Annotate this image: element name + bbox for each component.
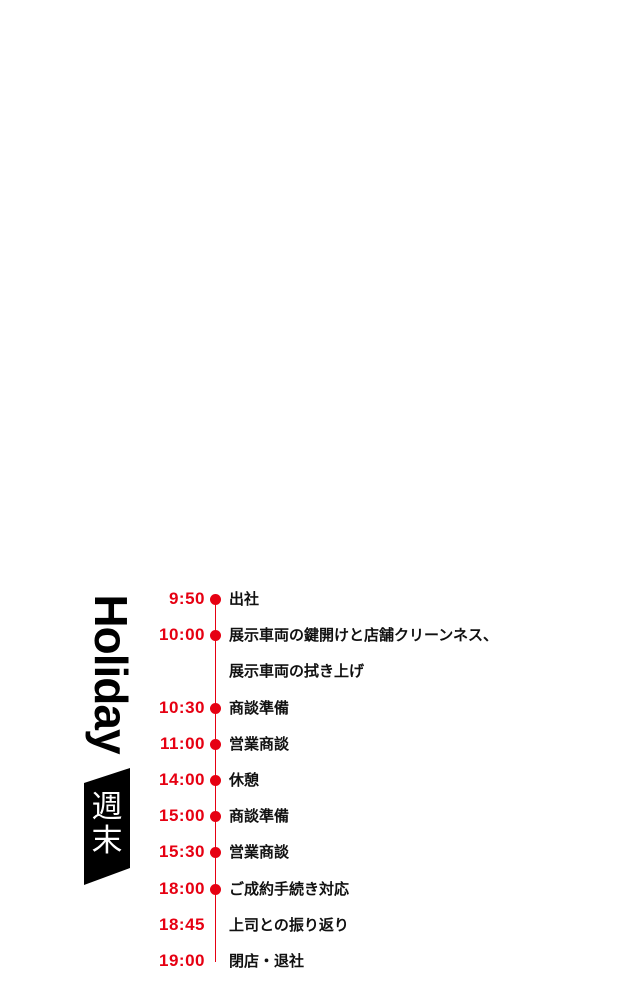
schedule-time: 15:00 <box>159 806 205 826</box>
timeline-dot <box>210 630 221 642</box>
timeline-dot <box>210 594 221 605</box>
schedule-label: 商談準備 <box>229 698 290 717</box>
timeline-dot <box>210 702 221 714</box>
schedule-item: 10:00 展示車両の鍵開けと店舗クリーンネス、 <box>0 623 640 647</box>
schedule-time: 11:00 <box>159 733 205 753</box>
timeline-dot <box>210 738 221 750</box>
schedule-item: 19:00 閉店・退社 <box>0 949 640 973</box>
schedule-label: 営業商談 <box>229 734 290 753</box>
schedule-time: 18:45 <box>159 914 205 934</box>
schedule-time: 10:30 <box>159 697 205 717</box>
schedule-time: 15:30 <box>159 842 205 862</box>
schedule-time: 18:00 <box>159 878 205 898</box>
schedule-label: 出社 <box>229 590 260 608</box>
timeline-dot <box>210 775 221 786</box>
schedule-label: 閉店・退社 <box>229 952 305 970</box>
schedule-item: 15:00 商談準備 <box>0 804 640 828</box>
schedule-item: 15:30 営業商談 <box>0 840 640 864</box>
banner-shape <box>84 768 130 885</box>
schedule-label: 営業商談 <box>229 843 290 862</box>
schedule-label: 休憩 <box>229 771 260 789</box>
weekend-banner: 週 末 <box>84 768 130 885</box>
schedule-item: 10:30 商談準備 <box>0 696 640 720</box>
schedule-label: 展示車両の拭き上げ <box>229 662 365 681</box>
schedule-time: 9:50 <box>168 589 205 608</box>
schedule-item: 9:50 出社 <box>0 587 640 611</box>
schedule-item: 18:00 ご成約手続き対応 <box>0 877 640 901</box>
timeline-dot <box>210 883 221 895</box>
schedule-label: 商談準備 <box>229 807 290 826</box>
schedule-item: 18:45 上司との振り返り <box>0 913 640 937</box>
schedule-time: 10:00 <box>159 625 205 645</box>
schedule-item: 11:00 営業商談 <box>0 732 640 756</box>
schedule-time: 14:00 <box>159 770 205 789</box>
schedule-label: 上司との振り返り <box>229 915 349 934</box>
timeline-dot <box>210 811 221 823</box>
schedule-label: 展示車両の鍵開けと店舗クリーンネス、 <box>229 626 498 645</box>
timeline-dot <box>210 847 221 859</box>
schedule-item: 14:00 休憩 <box>0 768 640 792</box>
weekend-char-1: 週 <box>91 789 123 825</box>
schedule-item: 展示車両の拭き上げ <box>0 659 640 683</box>
schedule-time: 19:00 <box>159 951 205 970</box>
weekend-char-2: 末 <box>91 823 123 859</box>
schedule-label: ご成約手続き対応 <box>229 879 350 898</box>
